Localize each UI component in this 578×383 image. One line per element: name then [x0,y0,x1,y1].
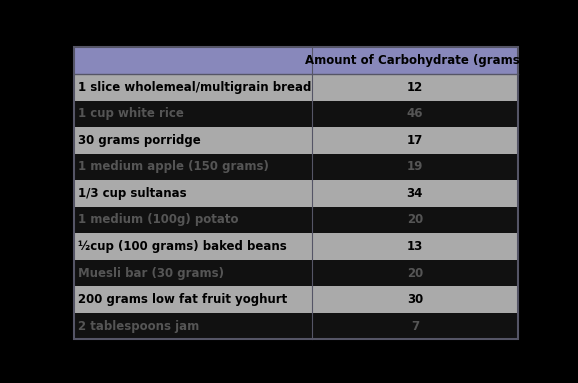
Text: Muesli bar (30 grams): Muesli bar (30 grams) [78,267,224,280]
Bar [75,286,518,313]
Bar [75,233,518,260]
Text: 7: 7 [411,320,419,332]
Text: 34: 34 [407,187,423,200]
Text: Amount of Carbohydrate (grams): Amount of Carbohydrate (grams) [305,54,525,67]
Bar [75,260,518,286]
Bar [75,100,518,127]
Text: 19: 19 [407,160,423,173]
Text: 17: 17 [407,134,423,147]
Text: 30 grams porridge: 30 grams porridge [78,134,201,147]
Text: 1/3 cup sultanas: 1/3 cup sultanas [78,187,187,200]
Bar [75,154,518,180]
Text: 13: 13 [407,240,423,253]
Bar [75,74,518,100]
Text: 46: 46 [406,107,423,120]
Text: 1 cup white rice: 1 cup white rice [78,107,184,120]
Text: 1 medium (100g) potato: 1 medium (100g) potato [78,213,239,226]
Bar [75,47,518,74]
Bar [75,207,518,233]
Bar [75,313,518,339]
Text: 2 tablespoons jam: 2 tablespoons jam [78,320,199,332]
Text: ½cup (100 grams) baked beans: ½cup (100 grams) baked beans [78,240,287,253]
Text: 20: 20 [407,213,423,226]
Text: 30: 30 [407,293,423,306]
Text: 1 slice wholemeal/multigrain bread: 1 slice wholemeal/multigrain bread [78,81,312,94]
Bar [75,127,518,154]
Text: 1 medium apple (150 grams): 1 medium apple (150 grams) [78,160,269,173]
Text: 12: 12 [407,81,423,94]
Bar [75,180,518,207]
Text: 200 grams low fat fruit yoghurt: 200 grams low fat fruit yoghurt [78,293,287,306]
Text: 20: 20 [407,267,423,280]
